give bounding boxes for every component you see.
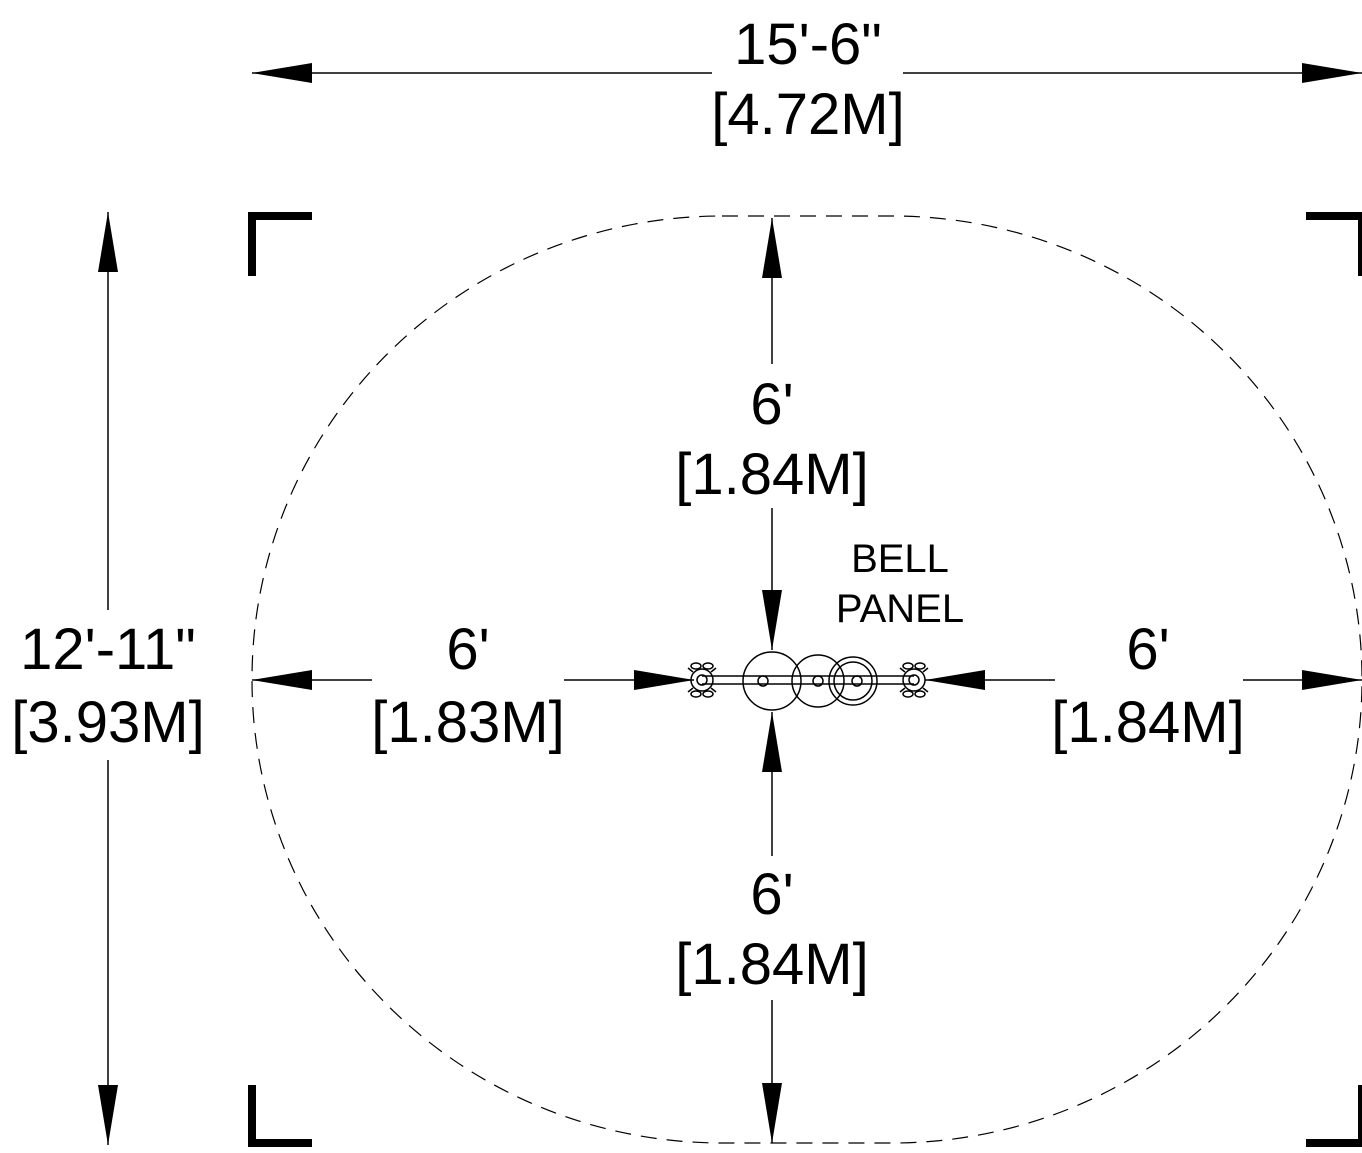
overall-height-metric: [3.93M] xyxy=(11,690,204,755)
clearance-left-metric: [1.83M] xyxy=(371,690,564,755)
corner-bracket-top-right xyxy=(1306,212,1362,276)
corner-bracket-top-left xyxy=(248,212,312,276)
bell-small-inner xyxy=(833,661,873,701)
clearance-top-imperial: 6' xyxy=(750,372,793,437)
corner-bracket-bottom-left xyxy=(248,1085,312,1147)
bell-large xyxy=(742,651,802,711)
corner-bracket-bottom-right xyxy=(1306,1085,1362,1147)
overall-width-imperial: 15'-6" xyxy=(734,12,882,77)
post-right xyxy=(899,662,929,698)
post-left xyxy=(687,662,717,698)
component-label-line1: BELL xyxy=(851,537,949,581)
bell-medium xyxy=(791,654,845,708)
bell-panel-equipment xyxy=(687,651,929,711)
clearance-left-imperial: 6' xyxy=(446,617,489,682)
clearance-bottom-metric: [1.84M] xyxy=(675,932,868,997)
use-zone-boundary xyxy=(251,215,1362,1144)
clearance-right-metric: [1.84M] xyxy=(1051,690,1244,755)
component-label-line2: PANEL xyxy=(836,587,964,631)
clearance-bottom-imperial: 6' xyxy=(750,862,793,927)
clearance-right-imperial: 6' xyxy=(1126,617,1169,682)
overall-width-metric: [4.72M] xyxy=(711,82,904,147)
clearance-top-metric: [1.84M] xyxy=(675,442,868,507)
bell-small-outer xyxy=(828,656,878,706)
overall-height-imperial: 12'-11" xyxy=(20,617,196,682)
